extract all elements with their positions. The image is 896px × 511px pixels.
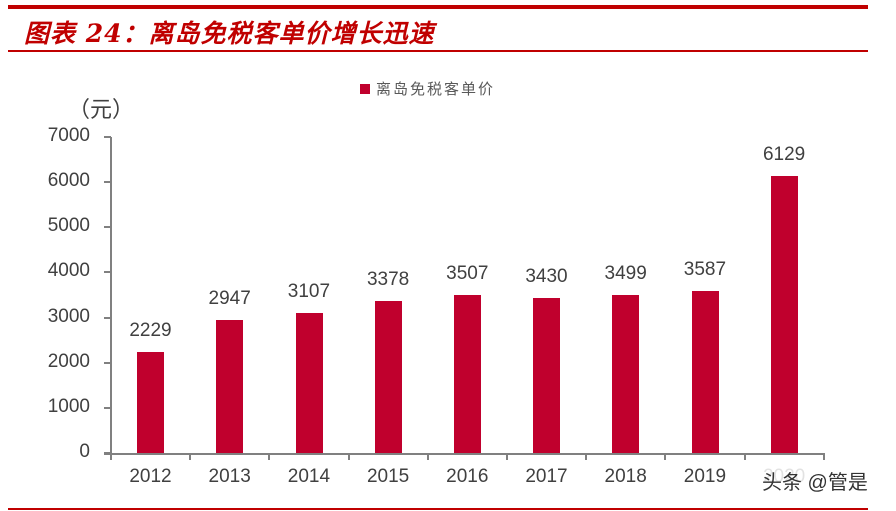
bar-value-label: 6129 — [762, 144, 806, 166]
bar-2018 — [612, 295, 640, 453]
bar-value-label: 2229 — [129, 320, 172, 342]
y-tick-mark — [104, 452, 111, 454]
x-tick-mark — [110, 453, 112, 460]
x-tick-label: 2017 — [525, 466, 568, 487]
bar-2017 — [533, 298, 561, 453]
y-axis — [110, 137, 112, 455]
x-tick-label: 2012 — [129, 466, 172, 487]
y-tick-mark — [104, 316, 111, 319]
bar-2015 — [374, 300, 402, 453]
x-tick-label: 2019 — [683, 466, 727, 487]
header-bottom-rule — [8, 50, 868, 52]
x-tick-label: 2018 — [604, 466, 647, 487]
x-tick-label: 2014 — [287, 466, 331, 487]
y-tick-mark — [104, 181, 111, 184]
bar-2020 — [770, 176, 798, 453]
x-tick-mark — [506, 453, 508, 460]
watermark-text: 头条 @管是 — [760, 466, 870, 495]
bar-value-label: 3587 — [683, 259, 727, 281]
x-tick-mark — [426, 453, 429, 460]
y-tick-label: 6000 — [47, 170, 90, 192]
header-top-rule — [8, 5, 868, 9]
x-tick-mark — [585, 453, 588, 460]
x-axis — [104, 453, 824, 455]
y-tick-label: 4000 — [47, 260, 90, 282]
y-tick-mark — [104, 361, 111, 364]
x-tick-mark — [189, 453, 192, 460]
x-tick-mark — [743, 453, 746, 460]
y-tick-label: 1000 — [47, 395, 90, 417]
y-tick-label: 0 — [79, 441, 90, 462]
y-tick-label: 5000 — [47, 215, 90, 237]
bar-2012 — [137, 352, 165, 453]
x-tick-label: 2013 — [208, 466, 251, 487]
x-tick-label: 2015 — [366, 466, 410, 487]
bar-value-label: 3499 — [604, 263, 647, 285]
x-tick-mark — [664, 453, 667, 460]
bar-2014 — [295, 312, 323, 453]
y-axis-unit-label: （元） — [68, 97, 135, 122]
y-tick-label: 7000 — [47, 125, 90, 146]
bar-2016 — [453, 294, 481, 453]
y-tick-mark — [104, 136, 111, 138]
bar-value-label: 3430 — [525, 266, 568, 288]
x-tick-mark — [822, 453, 825, 460]
legend-swatch-icon — [360, 83, 370, 94]
bar-value-label: 2947 — [208, 287, 251, 309]
chart-legend: 离岛免税客单价 — [360, 78, 495, 99]
bar-value-label: 3507 — [446, 262, 489, 284]
y-tick-label: 3000 — [47, 305, 90, 327]
y-tick-mark — [104, 271, 111, 274]
bar-value-label: 3378 — [366, 268, 410, 290]
x-tick-mark — [347, 453, 350, 460]
x-tick-mark — [268, 453, 271, 460]
y-tick-label: 2000 — [47, 350, 90, 372]
x-tick-label: 2016 — [446, 466, 489, 487]
legend-label: 离岛免税客单价 — [376, 80, 496, 98]
figure-title: 图表 24：离岛免税客单价增长迅速 — [24, 19, 435, 48]
y-tick-mark — [104, 406, 111, 409]
y-tick-mark — [104, 226, 111, 229]
bar-2019 — [691, 291, 719, 453]
bar-value-label: 3107 — [287, 280, 331, 302]
footer-rule — [8, 508, 868, 510]
bar-2013 — [216, 319, 244, 453]
